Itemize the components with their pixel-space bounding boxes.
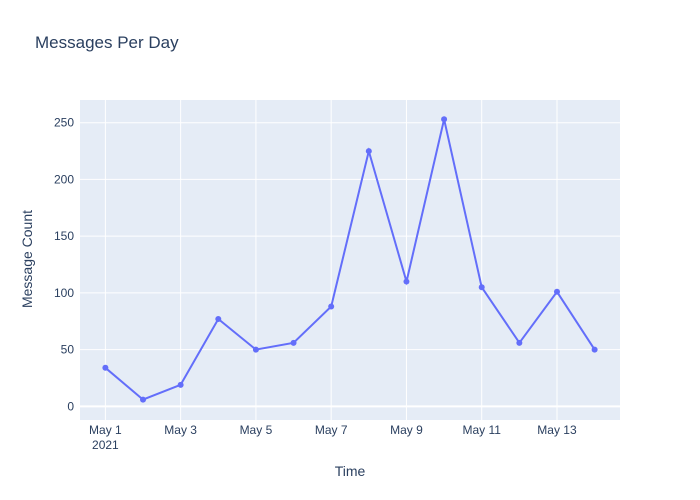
data-point xyxy=(328,303,335,310)
y-tick-label: 0 xyxy=(67,399,74,413)
data-point xyxy=(553,288,560,295)
y-tick-label: 250 xyxy=(54,116,74,130)
x-tick-label: May 11 xyxy=(462,423,501,437)
y-tick-label: 150 xyxy=(54,229,74,243)
x-tick-label: May 3 xyxy=(164,423,197,437)
chart-title: Messages Per Day xyxy=(35,33,179,52)
x-tick-label: May 1 xyxy=(89,423,122,437)
y-axis-ticks: 0 50 100 150 200 250 xyxy=(54,116,74,414)
x-tick-sublabel: 2021 xyxy=(92,438,119,452)
x-tick-label: May 7 xyxy=(315,423,348,437)
data-point xyxy=(252,346,259,353)
data-point xyxy=(290,339,297,346)
grid-lines xyxy=(80,100,620,420)
x-axis-title: Time xyxy=(335,463,366,479)
data-point xyxy=(591,346,598,353)
data-point xyxy=(516,339,523,346)
data-point xyxy=(140,396,147,403)
x-tick-label: May 9 xyxy=(390,423,423,437)
data-point xyxy=(403,278,410,285)
x-tick-label: May 13 xyxy=(537,423,577,437)
data-point xyxy=(441,116,448,123)
y-axis-title: Message Count xyxy=(19,210,35,308)
data-points xyxy=(102,116,598,403)
data-point xyxy=(177,381,184,388)
y-tick-label: 200 xyxy=(54,172,74,186)
plot-area xyxy=(80,100,620,420)
y-tick-label: 100 xyxy=(54,286,74,300)
y-tick-label: 50 xyxy=(61,343,75,357)
x-tick-label: May 5 xyxy=(240,423,273,437)
data-point xyxy=(365,148,372,155)
data-point xyxy=(102,364,109,371)
series-line xyxy=(104,119,596,401)
data-point xyxy=(478,284,485,291)
data-point xyxy=(215,316,222,323)
